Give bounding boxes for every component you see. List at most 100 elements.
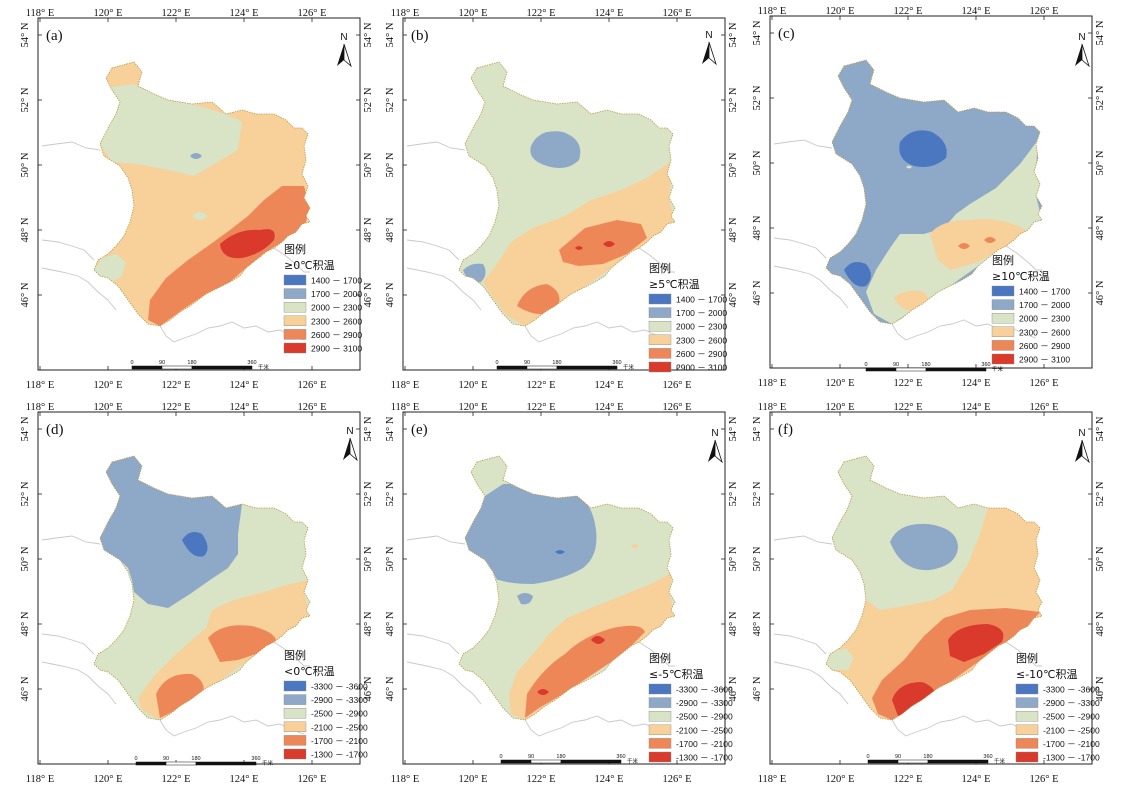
neighbor-boundary-line (406, 661, 482, 705)
latitude-label-left: 48° N (20, 611, 31, 636)
scale-tick-label: 180 (191, 756, 200, 762)
legend-swatch (283, 721, 307, 733)
legend-title: ≥0℃积温 (284, 259, 335, 272)
north-label: N (705, 30, 712, 41)
temperature-zone-class-3 (906, 165, 912, 169)
legend: 图例 <0℃积温 -3300 － -3600 -2900 － -3300 -2500 －… (283, 648, 368, 760)
longitude-label-top: 124° E (230, 402, 259, 413)
latitude-label-left: 54° N (20, 416, 31, 441)
neighbor-boundary-line (638, 247, 675, 273)
longitude-label-top: 122° E (527, 8, 556, 19)
legend-swatch (1015, 724, 1039, 736)
temperature-zone-class-5 (525, 625, 645, 718)
temperature-zone-class-4 (631, 544, 639, 548)
map-panel-a: 118° E 118° E 120° E 120° E 122° E 122° E 124°… (20, 8, 380, 391)
scale-tick-label: 0 (495, 360, 498, 366)
temperature-zone-class-6 (591, 636, 605, 644)
latitude-label-right: 48° N (363, 611, 374, 636)
longitude-label-bottom: 120° E (826, 378, 855, 389)
scale-unit-label: 千米 (623, 363, 635, 371)
region-boundary (458, 455, 676, 721)
scale-tick-label: 0 (134, 756, 137, 762)
legend-range-label: -1300 － -1700 (1043, 753, 1100, 763)
legend-title: ≥5℃积温 (649, 278, 700, 291)
neighbor-boundary-line (41, 239, 95, 261)
longitude-label-top: 126° E (663, 8, 692, 19)
latitude-label-right: 48° N (363, 217, 374, 242)
latitude-label-left: 54° N (385, 416, 396, 441)
longitude-label-top: 120° E (459, 402, 488, 413)
latitude-label-left: 50° N (752, 150, 763, 175)
neighbor-boundary-line (273, 641, 310, 667)
longitude-label-top: 126° E (298, 402, 327, 413)
temperature-zone-class-5 (517, 284, 560, 315)
legend-range-label: -1700 － -2100 (676, 739, 733, 749)
temperature-zone-class-4 (930, 219, 1026, 270)
legend-range-label: 2300 － 2600 (1019, 327, 1070, 337)
latitude-label-left: 50° N (20, 546, 31, 571)
map-frame (402, 17, 726, 371)
map-panel-f: 118° E 118° E 120° E 120° E 122° E 122° E 124°… (752, 402, 1112, 785)
legend-range-label: -2100 － -2500 (311, 722, 368, 732)
legend-swatch (283, 680, 307, 692)
map-panel-c-svg: 118° E 118° E 120° E 120° E 122° E 122° E 124°… (752, 6, 1106, 389)
legend-range-label: 2600 － 2900 (1019, 341, 1070, 351)
legend-header: 图例 (992, 253, 1014, 267)
map-panel-a-svg: 118° E 118° E 120° E 120° E 122° E 122° E 124°… (20, 8, 374, 391)
neighbor-boundary-line (41, 633, 95, 655)
latitude-label-right: 48° N (728, 217, 739, 242)
longitude-label-top: 126° E (298, 8, 327, 19)
latitude-label-right: 50° N (728, 546, 739, 571)
legend-swatch (648, 361, 672, 373)
longitude-label-bottom: 118° E (758, 774, 787, 785)
legend-range-label: -2900 － -3300 (676, 698, 733, 708)
scale-tick-label: 180 (556, 754, 565, 760)
temperature-zone-class-5 (958, 243, 970, 249)
neighbor-boundary-line (773, 535, 833, 545)
legend-range-label: -1300 － -1700 (311, 750, 368, 760)
longitude-label-top: 124° E (962, 402, 991, 413)
scale-tick-label: 180 (923, 754, 932, 760)
temperature-zone-class-6 (575, 246, 583, 250)
longitude-label-bottom: 120° E (459, 774, 488, 785)
north-label: N (1078, 32, 1085, 43)
temperature-zone-class-2 (890, 523, 958, 571)
scale-tick-label: 360 (247, 360, 256, 366)
latitude-label-left: 50° N (20, 152, 31, 177)
latitude-label-left: 54° N (385, 22, 396, 47)
latitude-label-right: 54° N (1095, 20, 1106, 45)
temperature-zone-class-5 (984, 237, 996, 243)
longitude-label-bottom: 118° E (26, 774, 55, 785)
neighbor-boundary-line (406, 633, 460, 655)
panel-tag: (b) (411, 28, 429, 44)
legend-range-label: 2900 － 3100 (676, 363, 727, 373)
longitude-label-bottom: 122° E (894, 378, 923, 389)
longitude-label-bottom: 126° E (663, 380, 692, 391)
scale-tick-label: 90 (524, 360, 530, 366)
legend-range-label: 1700 － 2000 (1019, 300, 1070, 310)
neighbor-boundary-line (41, 141, 101, 151)
longitude-label-top: 122° E (162, 8, 191, 19)
neighbor-boundary-line (406, 141, 466, 151)
longitude-label-bottom: 122° E (527, 380, 556, 391)
scale-tick-label: 90 (895, 754, 901, 760)
temperature-zone-class-2 (100, 456, 242, 608)
temperature-zone-class-6 (220, 229, 275, 259)
legend-swatch (648, 751, 672, 763)
legend-range-label: -3300 － -3600 (676, 685, 733, 695)
neighbor-boundary-line (406, 239, 460, 261)
legend-range-label: -2100 － -2500 (676, 725, 733, 735)
legend-range-label: 1400 － 1700 (1019, 287, 1070, 297)
latitude-label-left: 48° N (385, 611, 396, 636)
latitude-label-right: 54° N (1095, 416, 1106, 441)
north-arrow-icon: N (343, 426, 358, 462)
longitude-label-top: 118° E (391, 8, 420, 19)
longitude-label-top: 118° E (26, 8, 55, 19)
scale-tick-label: 360 (983, 754, 992, 760)
legend-swatch (1015, 751, 1039, 763)
legend-title: <0℃积温 (284, 665, 335, 678)
latitude-label-left: 54° N (20, 22, 31, 47)
legend-range-label: 2600 － 2900 (676, 349, 727, 359)
